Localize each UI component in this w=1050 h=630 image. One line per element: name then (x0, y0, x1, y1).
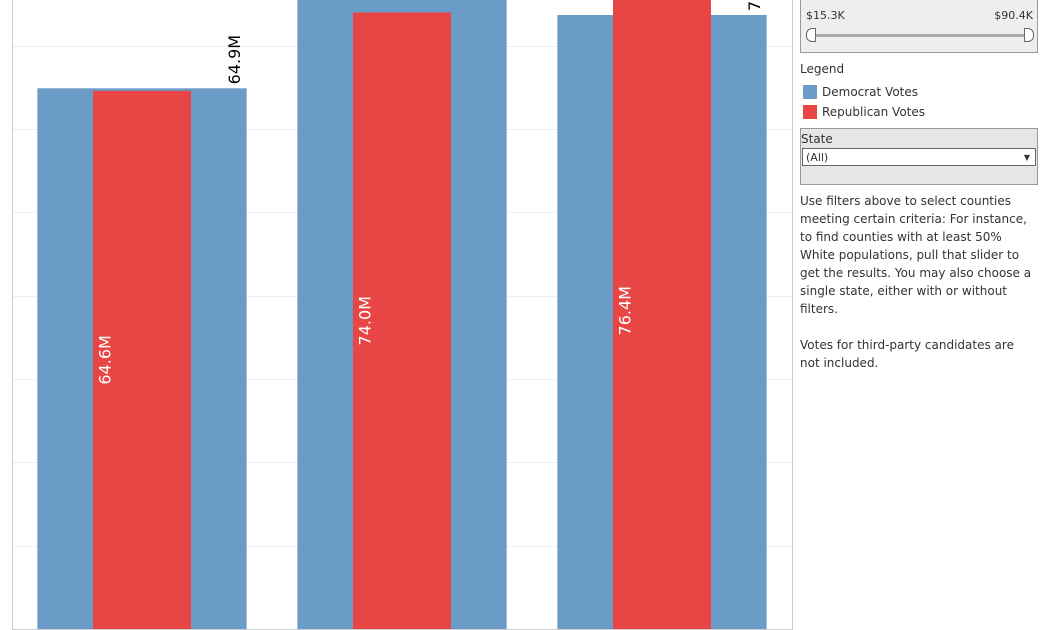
slider-track (811, 34, 1029, 37)
chart: 64.9M 64.6M 74.0M 73.7M 76.4M (12, 0, 793, 630)
value-label: 76.4M (615, 286, 634, 335)
bar (612, 0, 712, 629)
notes: Use filters above to select counties mee… (800, 192, 1036, 390)
slider-handle[interactable] (1024, 28, 1034, 42)
slider-max: $90.4K (994, 9, 1033, 22)
bar (92, 90, 192, 630)
legend-label: Democrat Votes (822, 85, 919, 99)
note: Votes for third-party candidates are not… (800, 338, 1014, 370)
legend-item: Democrat Votes (803, 82, 925, 102)
legend-swatch (803, 105, 817, 119)
value-label: 64.6M (95, 335, 114, 384)
state-label: State (801, 132, 833, 146)
legend-title: Legend (800, 62, 845, 76)
state-filter: State (All) ▼ (800, 128, 1038, 185)
value-label: 73.7M (745, 0, 764, 11)
value-label: 74.0M (355, 296, 374, 345)
income-slider[interactable]: $15.3K $90.4K (800, 0, 1038, 53)
bar (352, 12, 452, 629)
legend-item: Republican Votes (803, 102, 925, 122)
legend-swatch (803, 85, 817, 99)
state-dropdown[interactable]: (All) ▼ (802, 148, 1036, 166)
note: Use filters above to select counties mee… (800, 194, 1032, 316)
legend-label: Republican Votes (822, 105, 926, 119)
slider-handle[interactable] (806, 28, 816, 42)
state-value: (All) (806, 151, 829, 164)
legend: Democrat Votes Republican Votes (803, 82, 925, 122)
dropdown-arrow: ▼ (1023, 153, 1030, 162)
value-label: 64.9M (225, 35, 244, 84)
slider-min: $15.3K (806, 9, 845, 22)
